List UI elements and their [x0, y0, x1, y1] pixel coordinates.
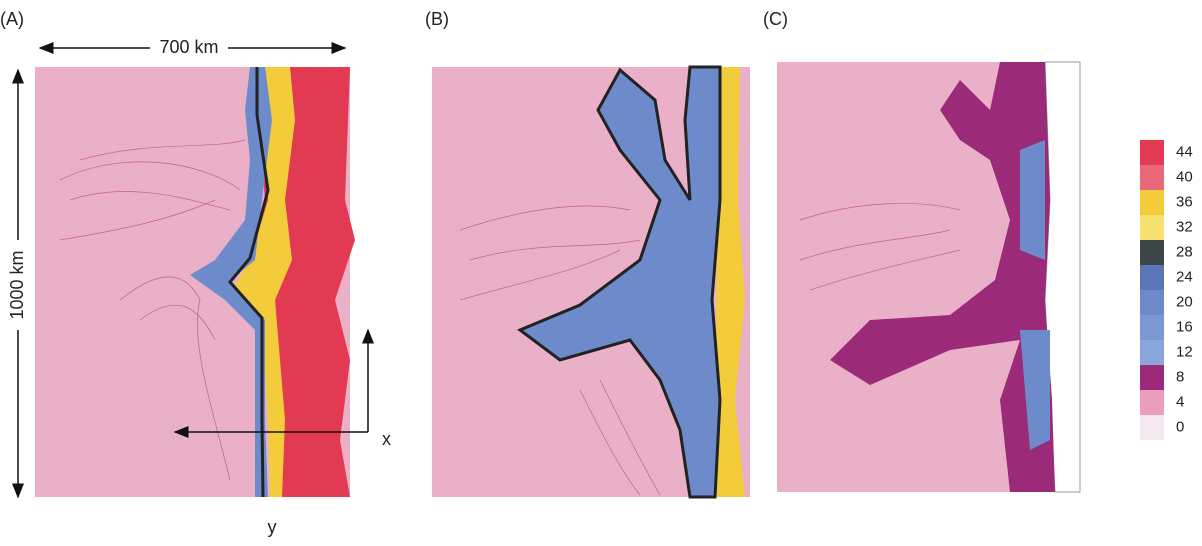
colorbar-label: 28	[1176, 243, 1193, 260]
colorbar-swatch	[1140, 365, 1164, 390]
colorbar-swatch	[1140, 190, 1164, 215]
width-annotation: 700 km	[159, 37, 218, 57]
colorbar-swatch	[1140, 340, 1164, 365]
colorbar-label: 36	[1176, 193, 1193, 210]
colorbar-swatch	[1140, 165, 1164, 190]
panel-label: (B)	[425, 9, 449, 29]
colorbar-label: 20	[1176, 293, 1193, 310]
panel-label: (C)	[763, 9, 788, 29]
colorbar-label: 0	[1176, 418, 1184, 435]
colorbar-swatch	[1140, 315, 1164, 340]
colorbar-label: 16	[1176, 318, 1193, 335]
colorbar-label: 8	[1176, 368, 1184, 385]
colorbar-swatch	[1140, 240, 1164, 265]
colorbar-swatch	[1140, 415, 1164, 440]
height-annotation: 1000 km	[7, 250, 27, 319]
colorbar-swatch	[1140, 140, 1164, 165]
y-axis-label: y	[268, 517, 277, 537]
colorbar-label: 4	[1176, 393, 1184, 410]
colorbar-swatch	[1140, 215, 1164, 240]
colorbar-label: 44	[1176, 143, 1193, 160]
x-axis-label: x	[382, 429, 391, 449]
colorbar-label: 32	[1176, 218, 1193, 235]
panel-c	[777, 61, 1081, 493]
colorbar-label: 12	[1176, 343, 1193, 360]
panel-b	[432, 65, 750, 499]
colorbar-swatch	[1140, 390, 1164, 415]
panel-label: (A)	[0, 9, 24, 29]
colorbar-label: 40	[1176, 168, 1193, 185]
colorbar-label: 24	[1176, 268, 1193, 285]
panel-a	[35, 67, 355, 498]
colorbar-swatch	[1140, 265, 1164, 290]
colorbar-swatch	[1140, 290, 1164, 315]
